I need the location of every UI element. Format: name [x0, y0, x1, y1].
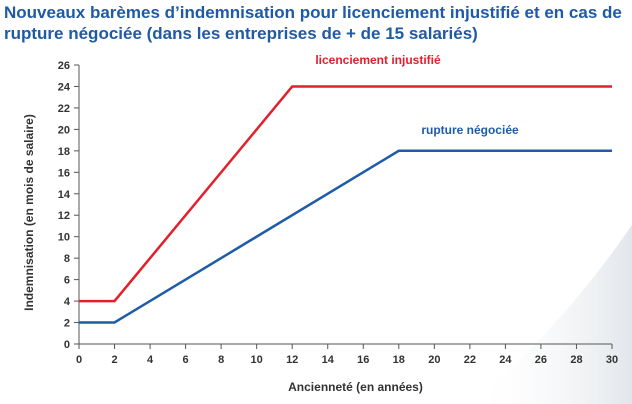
- y-tick-label: 22: [58, 103, 70, 115]
- series-label-2: rupture négociée: [421, 123, 519, 137]
- x-tick-label: 30: [606, 354, 618, 366]
- chart-title: Nouveaux barèmes d’indemnisation pour li…: [4, 3, 622, 43]
- x-tick-label: 28: [570, 354, 582, 366]
- background-swoosh: [470, 225, 632, 404]
- x-tick-label: 14: [322, 354, 335, 366]
- y-tick-label: 14: [58, 189, 71, 201]
- y-tick-label: 4: [64, 296, 71, 308]
- y-tick-label: 8: [64, 253, 70, 265]
- x-tick-label: 26: [535, 354, 547, 366]
- x-tick-label: 10: [251, 354, 263, 366]
- y-tick-label: 12: [58, 210, 70, 222]
- x-tick-label: 18: [393, 354, 405, 366]
- x-axis-label: Ancienneté (en années): [288, 380, 423, 394]
- y-tick-label: 26: [58, 60, 70, 72]
- x-tick-label: 2: [111, 354, 117, 366]
- y-tick-label: 20: [58, 124, 70, 136]
- y-tick-label: 0: [64, 339, 70, 351]
- x-tick-label: 12: [286, 354, 298, 366]
- series-line-2: [79, 149, 612, 324]
- series-label-1: licenciement injustifié: [315, 53, 441, 67]
- x-tick-label: 20: [428, 354, 440, 366]
- y-axis-label: Indemnisation (en mois de salaire): [22, 114, 36, 311]
- y-tick-label: 24: [58, 81, 71, 93]
- y-tick-label: 18: [58, 146, 70, 158]
- x-tick-label: 4: [147, 354, 154, 366]
- x-tick-label: 22: [464, 354, 476, 366]
- x-tick-label: 6: [183, 354, 189, 366]
- y-tick-label: 10: [58, 232, 70, 244]
- x-tick-label: 24: [499, 354, 512, 366]
- y-tick-label: 16: [58, 167, 70, 179]
- x-tick-label: 0: [76, 354, 82, 366]
- series-line-1: [79, 85, 612, 303]
- x-tick-label: 8: [218, 354, 224, 366]
- y-tick-label: 6: [64, 275, 70, 287]
- x-tick-label: 16: [357, 354, 369, 366]
- y-tick-label: 2: [64, 318, 70, 330]
